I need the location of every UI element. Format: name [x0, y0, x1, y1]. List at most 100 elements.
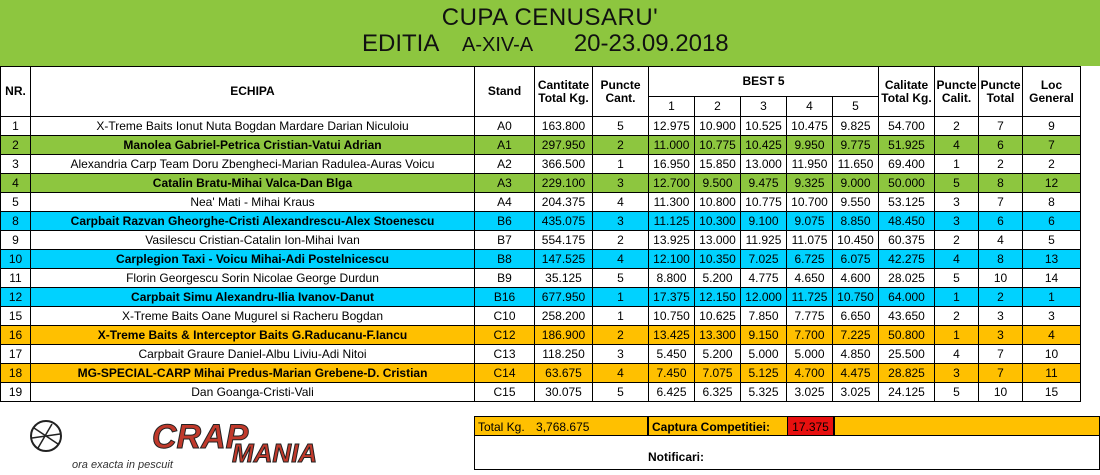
cell-stand: C15 — [474, 382, 535, 402]
cell-best-4: 9.325 — [786, 173, 833, 193]
table-row: 18 MG-SPECIAL-CARP Mihai Predus-Marian Gr… — [0, 363, 1081, 383]
col-best-2: 2 — [694, 96, 741, 117]
table-row: 19 Dan Goanga-Cristi-Vali C15 30.075 5 6.425 6… — [0, 382, 1081, 402]
cell-team: Carpbait Graure Daniel-Albu Liviu-Adi Ni… — [30, 344, 475, 364]
cell-team: Alexandria Carp Team Doru Zbengheci-Mari… — [30, 154, 475, 174]
cell-puncte-total: 10 — [978, 382, 1023, 402]
cell-team: Catalin Bratu-Mihai Valca-Dan Blga — [30, 173, 475, 193]
logo-graphic: CRAP MANIA ora exacta in pescuit — [30, 418, 318, 471]
cell-best-2: 10.800 — [694, 192, 741, 212]
cell-puncte-total: 3 — [978, 306, 1023, 326]
cell-puncte-total: 8 — [978, 249, 1023, 269]
cell-cantitate: 35.125 — [534, 268, 593, 288]
cell-best-1: 12.700 — [648, 173, 695, 193]
table-row: 15 X-Treme Baits Oane Mugurel si Racheru … — [0, 306, 1081, 326]
cell-best-4: 6.725 — [786, 249, 833, 269]
cell-puncte-calit: 5 — [934, 382, 979, 402]
cell-puncte-cant: 4 — [592, 192, 649, 212]
cell-best-2: 10.625 — [694, 306, 741, 326]
cup-title: CUPA CENUSARU' — [441, 4, 659, 31]
cell-best-2: 12.150 — [694, 287, 741, 307]
col-best-3: 3 — [740, 96, 787, 117]
cell-best-4: 5.000 — [786, 344, 833, 364]
cell-nr: 9 — [0, 230, 31, 250]
cell-best-4: 9.950 — [786, 135, 833, 155]
results-table: NR. ECHIPA Stand Cantitate Total Kg. Pun… — [0, 66, 1081, 402]
table-row: 10 Carplegion Taxi - Voicu Mihai-Adi Post… — [0, 249, 1081, 269]
cell-nr: 1 — [0, 116, 31, 136]
cell-best-5: 7.225 — [832, 325, 879, 345]
col-nr: NR. — [0, 66, 31, 117]
cell-best-3: 9.475 — [740, 173, 787, 193]
cell-best-4: 10.475 — [786, 116, 833, 136]
results-body: 1 X-Treme Baits Ionut Nuta Bogdan Mardare… — [0, 116, 1081, 402]
col-calitate: Calitate Total Kg. — [878, 66, 935, 117]
cell-best-2: 10.775 — [694, 135, 741, 155]
cell-puncte-cant: 1 — [592, 154, 649, 174]
table-row: 2 Manolea Gabriel-Petrica Cristian-Vatui … — [0, 135, 1081, 155]
cell-best-2: 13.000 — [694, 230, 741, 250]
cell-best-1: 11.000 — [648, 135, 695, 155]
cell-nr: 10 — [0, 249, 31, 269]
cell-nr: 16 — [0, 325, 31, 345]
cell-best-4: 9.075 — [786, 211, 833, 231]
cell-calitate: 60.375 — [878, 230, 935, 250]
cell-nr: 17 — [0, 344, 31, 364]
cell-best-3: 10.425 — [740, 135, 787, 155]
cell-cantitate: 163.800 — [534, 116, 593, 136]
cell-loc: 2 — [1022, 154, 1081, 174]
cell-best-3: 10.775 — [740, 192, 787, 212]
logo-text-mania: MANIA — [232, 438, 317, 468]
col-loc-general: Loc General — [1022, 66, 1081, 117]
table-row: 1 X-Treme Baits Ionut Nuta Bogdan Mardare… — [0, 116, 1081, 136]
notifications-box — [474, 436, 1100, 470]
cell-cantitate: 147.525 — [534, 249, 593, 269]
cell-best-3: 9.150 — [740, 325, 787, 345]
table-row: 12 Carpbait Simu Alexandru-Ilia Ivanov-Da… — [0, 287, 1081, 307]
cell-nr: 5 — [0, 192, 31, 212]
cell-cantitate: 118.250 — [534, 344, 593, 364]
cell-best-3: 5.125 — [740, 363, 787, 383]
cell-stand: B8 — [474, 249, 535, 269]
cell-best-2: 5.200 — [694, 268, 741, 288]
col-stand: Stand — [474, 66, 535, 117]
cell-puncte-calit: 3 — [934, 363, 979, 383]
cell-puncte-calit: 2 — [934, 116, 979, 136]
cell-team: Vasilescu Cristian-Catalin Ion-Mihai Iva… — [30, 230, 475, 250]
cell-calitate: 50.000 — [878, 173, 935, 193]
cell-puncte-total: 7 — [978, 192, 1023, 212]
cell-stand: A0 — [474, 116, 535, 136]
cell-nr: 4 — [0, 173, 31, 193]
title-banner: CUPA CENUSARU' EDITIA A-XIV-A 20-23.09.2… — [0, 0, 1100, 66]
cell-stand: B7 — [474, 230, 535, 250]
cell-best-4: 4.650 — [786, 268, 833, 288]
cell-nr: 15 — [0, 306, 31, 326]
cell-puncte-total: 7 — [978, 363, 1023, 383]
cell-stand: C10 — [474, 306, 535, 326]
cell-best-3: 5.000 — [740, 344, 787, 364]
cell-loc: 7 — [1022, 135, 1081, 155]
col-cantitate: Cantitate Total Kg. — [534, 66, 593, 117]
cell-best-4: 3.025 — [786, 382, 833, 402]
cell-puncte-calit: 4 — [934, 344, 979, 364]
cell-best-4: 4.700 — [786, 363, 833, 383]
cell-loc: 5 — [1022, 230, 1081, 250]
cell-puncte-total: 2 — [978, 287, 1023, 307]
cell-best-2: 10.900 — [694, 116, 741, 136]
cell-puncte-cant: 4 — [592, 363, 649, 383]
table-row: 3 Alexandria Carp Team Doru Zbengheci-Mar… — [0, 154, 1081, 174]
cell-loc: 11 — [1022, 363, 1081, 383]
cell-calitate: 69.400 — [878, 154, 935, 174]
cell-cantitate: 677.950 — [534, 287, 593, 307]
cell-best-5: 6.075 — [832, 249, 879, 269]
cell-best-1: 8.800 — [648, 268, 695, 288]
cell-stand: A2 — [474, 154, 535, 174]
col-echipa: ECHIPA — [30, 66, 475, 117]
cell-loc: 3 — [1022, 306, 1081, 326]
cell-puncte-cant: 2 — [592, 135, 649, 155]
cell-best-5: 9.000 — [832, 173, 879, 193]
cell-cantitate: 63.675 — [534, 363, 593, 383]
cell-nr: 8 — [0, 211, 31, 231]
cell-puncte-total: 6 — [978, 135, 1023, 155]
cell-calitate: 51.925 — [878, 135, 935, 155]
